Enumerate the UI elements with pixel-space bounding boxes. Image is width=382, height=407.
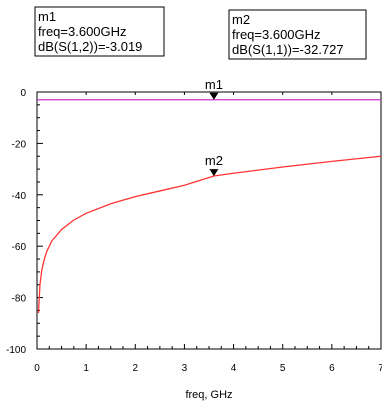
plot-area	[36, 91, 382, 350]
marker-layer: m1 m2	[205, 77, 223, 177]
y-tick-label: -100	[6, 345, 26, 356]
series-layer	[37, 99, 382, 314]
y-tick-label: -40	[12, 191, 27, 202]
x-axis-label: freq, GHz	[185, 389, 232, 401]
marker-box-m1-line-1: m1	[38, 9, 56, 24]
y-tick-label: -80	[12, 294, 27, 305]
marker-box-m1-line-3: dB(S(1,2))=-3.019	[38, 39, 142, 54]
marker-m2-label: m2	[205, 153, 223, 168]
x-tick-label: 7	[378, 363, 382, 374]
marker-box-m1-line-2: freq=3.600GHz	[38, 24, 127, 39]
y-tick-label: -20	[12, 139, 27, 150]
marker-box-m2-line-3: dB(S(1,1))=-32.727	[232, 42, 344, 57]
marker-m1-label: m1	[205, 77, 223, 92]
x-tick-label: 6	[329, 363, 335, 374]
x-tick-label: 4	[231, 363, 237, 374]
x-tick-label: 5	[280, 363, 286, 374]
y-axis: 0 -20 -40 -60 -80 -100	[6, 88, 43, 356]
marker-box-m2-line-2: freq=3.600GHz	[232, 27, 321, 42]
x-tick-label: 2	[133, 363, 139, 374]
x-tick-label: 3	[182, 363, 188, 374]
marker-box-m2[interactable]: m2 freq=3.600GHz dB(S(1,1))=-32.727	[228, 9, 367, 60]
series-line-2	[37, 155, 382, 314]
y-tick-label: -60	[12, 242, 27, 253]
marker-box-m1[interactable]: m1 freq=3.600GHz dB(S(1,2))=-3.019	[34, 6, 165, 57]
y-tick-label: 0	[20, 88, 26, 99]
marker-m2-triangle[interactable]	[209, 169, 219, 177]
x-tick-label: 0	[34, 363, 40, 374]
marker-box-m2-line-1: m2	[232, 12, 250, 27]
x-axis: 0 1 2 3 4 5 6 7	[34, 92, 382, 374]
x-tick-label: 1	[83, 363, 89, 374]
marker-m1-triangle[interactable]	[209, 92, 219, 100]
